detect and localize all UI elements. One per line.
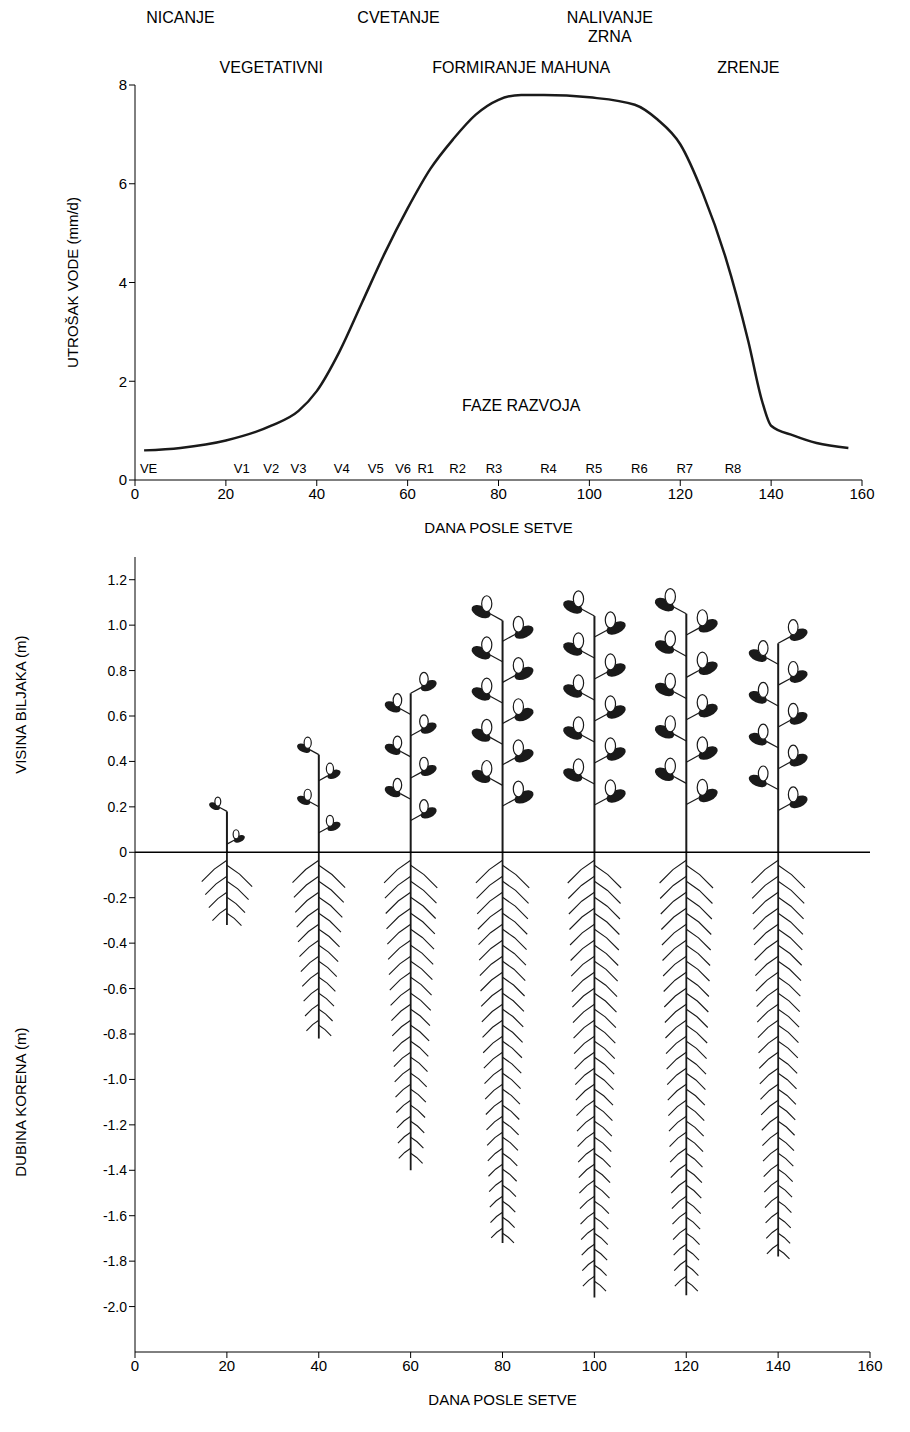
svg-text:60: 60 <box>402 1357 419 1374</box>
svg-text:1.0: 1.0 <box>108 617 128 633</box>
svg-text:NICANJE: NICANJE <box>146 9 214 26</box>
svg-text:V5: V5 <box>368 461 384 476</box>
svg-text:-0.8: -0.8 <box>103 1026 127 1042</box>
svg-text:DANA POSLE SETVE: DANA POSLE SETVE <box>424 519 572 536</box>
svg-text:-1.0: -1.0 <box>103 1071 127 1087</box>
svg-text:R6: R6 <box>631 461 648 476</box>
svg-text:R4: R4 <box>540 461 557 476</box>
svg-text:-1.2: -1.2 <box>103 1117 127 1133</box>
svg-text:VE: VE <box>140 461 158 476</box>
svg-text:80: 80 <box>494 1357 511 1374</box>
svg-text:-0.4: -0.4 <box>103 935 127 951</box>
svg-text:-1.8: -1.8 <box>103 1253 127 1269</box>
svg-text:0.8: 0.8 <box>108 663 128 679</box>
svg-text:120: 120 <box>668 485 693 502</box>
svg-text:R2: R2 <box>449 461 466 476</box>
svg-text:120: 120 <box>674 1357 699 1374</box>
svg-text:V2: V2 <box>263 461 279 476</box>
svg-text:UTROŠAK VODE (mm/d): UTROŠAK VODE (mm/d) <box>64 197 81 368</box>
svg-text:0: 0 <box>131 485 139 502</box>
svg-text:V4: V4 <box>334 461 350 476</box>
svg-text:40: 40 <box>308 485 325 502</box>
svg-text:R1: R1 <box>417 461 434 476</box>
svg-text:V6: V6 <box>395 461 411 476</box>
svg-text:140: 140 <box>759 485 784 502</box>
svg-text:R7: R7 <box>676 461 693 476</box>
svg-text:R5: R5 <box>586 461 603 476</box>
svg-text:0: 0 <box>119 471 127 488</box>
svg-text:-2.0: -2.0 <box>103 1299 127 1315</box>
svg-text:VISINA BILJAKA (m): VISINA BILJAKA (m) <box>12 635 29 773</box>
svg-text:160: 160 <box>857 1357 882 1374</box>
svg-text:-0.2: -0.2 <box>103 890 127 906</box>
svg-text:-1.4: -1.4 <box>103 1162 127 1178</box>
svg-text:0.2: 0.2 <box>108 799 128 815</box>
svg-text:NALIVANJEZRNA: NALIVANJEZRNA <box>567 9 653 45</box>
svg-text:DUBINA KORENA (m): DUBINA KORENA (m) <box>12 1028 29 1177</box>
svg-text:-1.6: -1.6 <box>103 1208 127 1224</box>
svg-text:4: 4 <box>119 274 127 291</box>
svg-text:0.6: 0.6 <box>108 708 128 724</box>
svg-text:160: 160 <box>849 485 874 502</box>
svg-text:V3: V3 <box>291 461 307 476</box>
svg-text:0.4: 0.4 <box>108 753 128 769</box>
svg-text:VEGETATIVNI: VEGETATIVNI <box>220 59 323 76</box>
svg-text:0: 0 <box>131 1357 139 1374</box>
svg-text:DANA POSLE SETVE: DANA POSLE SETVE <box>428 1391 576 1408</box>
svg-text:FORMIRANJE MAHUNA: FORMIRANJE MAHUNA <box>432 59 610 76</box>
svg-text:20: 20 <box>219 1357 236 1374</box>
svg-text:100: 100 <box>577 485 602 502</box>
svg-text:R3: R3 <box>486 461 503 476</box>
svg-text:FAZE RAZVOJA: FAZE RAZVOJA <box>462 397 581 414</box>
svg-text:-0.6: -0.6 <box>103 981 127 997</box>
svg-text:ZRENJE: ZRENJE <box>717 59 779 76</box>
svg-text:40: 40 <box>310 1357 327 1374</box>
svg-text:0: 0 <box>119 844 127 860</box>
svg-text:6: 6 <box>119 175 127 192</box>
svg-text:2: 2 <box>119 373 127 390</box>
svg-text:140: 140 <box>766 1357 791 1374</box>
svg-text:CVETANJE: CVETANJE <box>357 9 439 26</box>
svg-text:100: 100 <box>582 1357 607 1374</box>
svg-text:R8: R8 <box>725 461 742 476</box>
svg-text:60: 60 <box>399 485 416 502</box>
svg-text:20: 20 <box>218 485 235 502</box>
svg-text:1.2: 1.2 <box>108 572 128 588</box>
svg-text:V1: V1 <box>234 461 250 476</box>
svg-text:80: 80 <box>490 485 507 502</box>
svg-text:8: 8 <box>119 76 127 93</box>
